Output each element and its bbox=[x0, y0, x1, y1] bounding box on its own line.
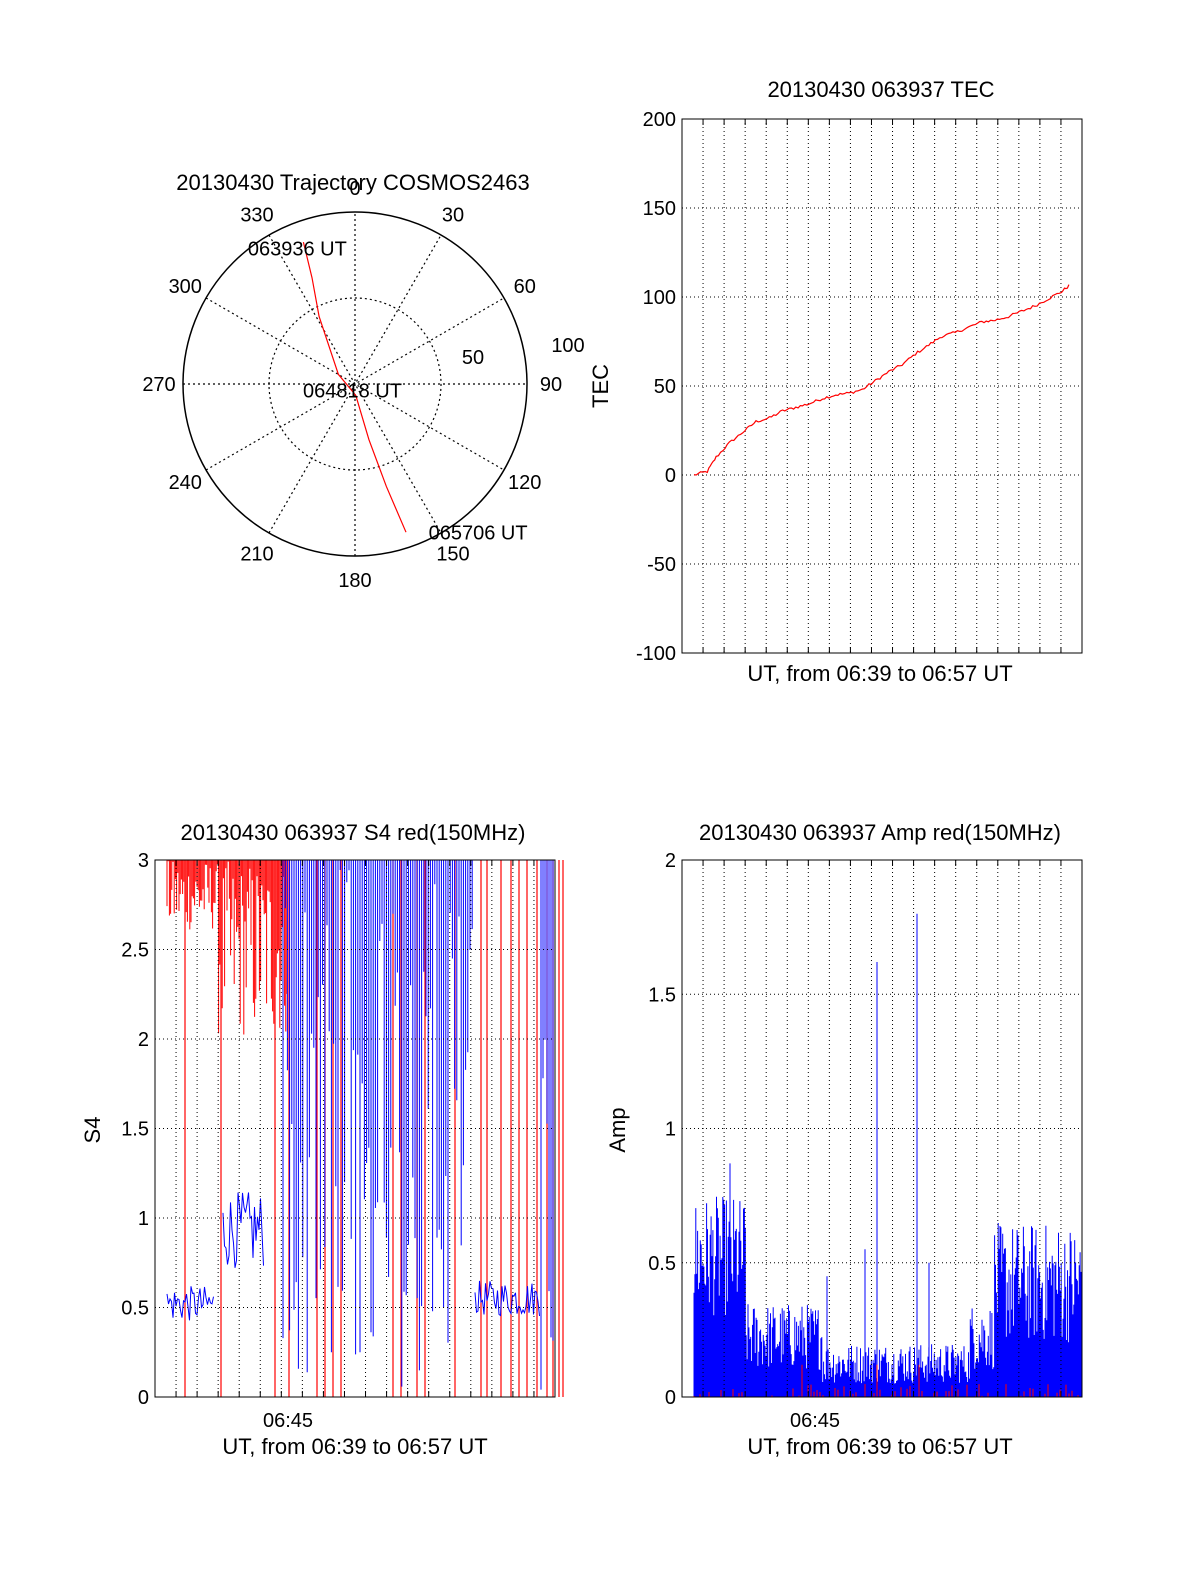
y-tick-label-2.5: 2.5 bbox=[121, 940, 149, 962]
y-tick-label-0: 0 bbox=[665, 1387, 676, 1409]
amp-grid bbox=[682, 860, 1082, 1397]
y-tick-label-0.5: 0.5 bbox=[121, 1298, 149, 1320]
amp-x-label: UT, from 06:39 to 06:57 UT bbox=[747, 1434, 1012, 1459]
azimuth-label-30: 30 bbox=[442, 204, 464, 226]
azimuth-labels: 0 30 60 90 120 150 180 210 240 270 300 330 bbox=[142, 178, 562, 592]
y-tick-label-2: 2 bbox=[665, 850, 676, 872]
y-tick-label-1.5: 1.5 bbox=[648, 984, 676, 1006]
y-tick-label-1.5: 1.5 bbox=[121, 1119, 149, 1141]
y-tick-label-0: 0 bbox=[138, 1387, 149, 1409]
amp-blue-trace bbox=[693, 913, 1083, 1397]
y-tick-label-200: 200 bbox=[643, 109, 676, 131]
trajectory-time-label: 064818 UT bbox=[303, 381, 402, 403]
y-tick-label-100: 100 bbox=[643, 287, 676, 309]
azimuth-label-150: 150 bbox=[436, 544, 469, 566]
s4-y-tick-labels: 0 0.5 1 1.5 2 2.5 3 bbox=[121, 850, 149, 1409]
amp-data bbox=[693, 913, 1083, 1397]
s4-blue-trace bbox=[166, 1192, 540, 1321]
polar-grid bbox=[183, 212, 527, 556]
polar-spoke bbox=[268, 234, 442, 534]
s4-x-label: UT, from 06:39 to 06:57 UT bbox=[222, 1434, 487, 1459]
y-tick-label-0: 0 bbox=[665, 465, 676, 487]
s4-x-tick-0645: 06:45 bbox=[263, 1410, 313, 1432]
trajectory-chart: 20130430 Trajectory COSMOS2463 0 30 60 90 12… bbox=[142, 170, 584, 592]
radial-label-50: 50 bbox=[462, 347, 484, 369]
y-tick-label-150: 150 bbox=[643, 198, 676, 220]
tec-chart: 20130430 063937 TEC -100-50050100150200 … bbox=[588, 77, 1083, 686]
amp-x-tick-0645: 06:45 bbox=[790, 1410, 840, 1432]
trajectory-annotations: 063936 UT 064818 UT 065706 UT bbox=[248, 239, 528, 545]
azimuth-label-120: 120 bbox=[508, 472, 541, 494]
s4-plot-frame bbox=[154, 859, 556, 1398]
radial-label-100: 100 bbox=[551, 335, 584, 357]
polar-outer-circle bbox=[182, 211, 528, 557]
amp-y-label: Amp bbox=[605, 1107, 630, 1152]
tec-plot-frame bbox=[681, 118, 1083, 654]
y-tick-label--50: -50 bbox=[647, 554, 676, 576]
azimuth-label-0: 0 bbox=[349, 178, 360, 200]
s4-title: 20130430 063937 S4 red(150MHz) bbox=[181, 820, 526, 845]
tec-series-line bbox=[693, 284, 1070, 476]
trajectory-line bbox=[302, 241, 407, 533]
trajectory-time-label: 063936 UT bbox=[248, 239, 347, 261]
tec-title: 20130430 063937 TEC bbox=[767, 77, 994, 102]
azimuth-label-90: 90 bbox=[540, 374, 562, 396]
azimuth-label-330: 330 bbox=[240, 204, 273, 226]
trajectory-title: 20130430 Trajectory COSMOS2463 bbox=[176, 170, 529, 195]
azimuth-label-240: 240 bbox=[169, 472, 202, 494]
azimuth-label-300: 300 bbox=[169, 276, 202, 298]
y-tick-label-1: 1 bbox=[665, 1119, 676, 1141]
s4-blue-spikes bbox=[282, 860, 554, 1390]
y-tick-label-0.5: 0.5 bbox=[648, 1253, 676, 1275]
y-tick-label-1: 1 bbox=[138, 1208, 149, 1230]
azimuth-label-270: 270 bbox=[142, 374, 175, 396]
azimuth-label-60: 60 bbox=[514, 276, 536, 298]
amp-plot-frame bbox=[681, 859, 1083, 1398]
azimuth-label-210: 210 bbox=[240, 544, 273, 566]
y-tick-label--100: -100 bbox=[636, 643, 676, 665]
amp-chart: 20130430 063937 Amp red(150MHz) 0 0.5 1 1.5… bbox=[605, 820, 1083, 1459]
s4-red-drops bbox=[184, 860, 564, 1397]
trajectory-time-label: 065706 UT bbox=[429, 522, 528, 544]
y-tick-label-3: 3 bbox=[138, 850, 149, 872]
y-tick-label-50: 50 bbox=[654, 376, 676, 398]
amp-title: 20130430 063937 Amp red(150MHz) bbox=[699, 820, 1061, 845]
tec-grid bbox=[682, 119, 1082, 653]
tec-y-label: TEC bbox=[588, 364, 613, 408]
y-tick-label-2: 2 bbox=[138, 1029, 149, 1051]
s4-grid bbox=[155, 860, 555, 1397]
tec-x-label: UT, from 06:39 to 06:57 UT bbox=[747, 661, 1012, 686]
polar-ring-inner bbox=[268, 297, 442, 471]
s4-y-label: S4 bbox=[80, 1117, 105, 1144]
azimuth-label-180: 180 bbox=[338, 570, 371, 592]
s4-chart: 20130430 063937 S4 red(150MHz) 0 0.5 1 1.5 2… bbox=[80, 820, 564, 1459]
tec-y-tick-labels: -100 -50 0 50 100 150 200 bbox=[636, 109, 676, 665]
amp-y-tick-labels: 0 0.5 1 1.5 2 bbox=[648, 850, 676, 1409]
